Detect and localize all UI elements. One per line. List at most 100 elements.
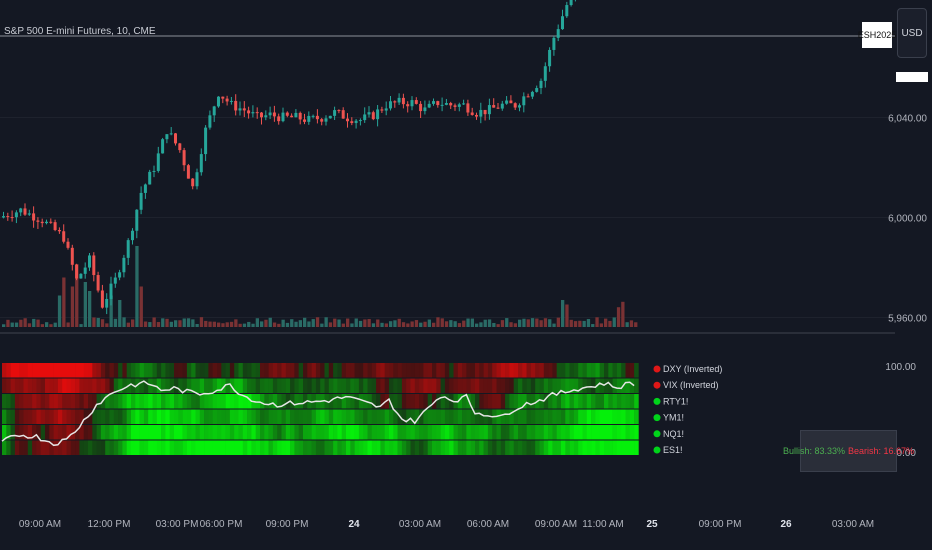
volume-bar <box>354 318 358 327</box>
heatmap-cell <box>212 378 218 393</box>
heatmap-cell <box>255 440 261 455</box>
heatmap-cell <box>410 409 416 424</box>
heatmap-cell <box>131 394 136 409</box>
heatmap-cell <box>66 378 72 393</box>
volume-bar <box>397 318 401 327</box>
heatmap-cell <box>595 363 600 378</box>
heatmap-cell <box>277 363 282 378</box>
currency-button[interactable]: USD <box>897 8 927 58</box>
heatmap-cell <box>118 440 123 455</box>
volume-bar <box>569 319 573 327</box>
heatmap-cell <box>277 425 282 440</box>
legend-label: DXY (Inverted) <box>663 364 722 374</box>
heatmap-cell <box>616 440 622 455</box>
heatmap-cell <box>629 378 635 393</box>
heatmap-cell <box>131 440 136 455</box>
heatmap-cell <box>307 409 312 424</box>
volume-bar <box>616 307 621 327</box>
heatmap-cell <box>268 425 274 440</box>
candle-body <box>40 221 44 224</box>
candle-body <box>457 104 461 107</box>
volume-bar <box>389 321 393 327</box>
heatmap-cell <box>182 378 188 393</box>
volume-bar <box>242 323 247 327</box>
heatmap-cell <box>234 425 239 440</box>
volume-bar <box>380 322 384 327</box>
heatmap-cell <box>268 394 274 409</box>
heatmap-cell <box>582 409 588 424</box>
heatmap-cell <box>96 378 102 393</box>
heatmap-cell <box>406 409 411 424</box>
heatmap-cell <box>487 440 493 455</box>
candle-body <box>152 170 156 172</box>
heatmap-cell <box>591 363 596 378</box>
heatmap-cell <box>57 394 63 409</box>
heatmap-cell <box>535 409 540 424</box>
heatmap-cell <box>479 378 484 393</box>
heatmap-cell <box>238 409 244 424</box>
volume-bar <box>126 322 130 327</box>
price-axis[interactable]: 6,040.00 6,000.00 5,960.00 <box>888 114 927 325</box>
heatmap-cell <box>229 378 235 393</box>
heatmap-cell <box>539 394 545 409</box>
heatmap-cell <box>462 440 467 455</box>
heatmap-cell <box>612 363 618 378</box>
heatmap-cell <box>135 394 140 409</box>
time-tick-label: 24 <box>348 519 360 530</box>
heatmap-cell <box>122 378 127 393</box>
heatmap-cell <box>281 363 287 378</box>
heatmap-cell <box>264 378 269 393</box>
heatmap-cell <box>174 394 179 409</box>
heatmap-cell <box>126 394 132 409</box>
heatmap-cell <box>212 440 218 455</box>
heatmap-cell <box>152 440 158 455</box>
heatmap-cell <box>346 409 351 424</box>
volume-bar <box>513 323 517 327</box>
time-axis[interactable]: 09:00 AM 12:00 PM 03:00 PM 06:00 PM 09:00 PM… <box>19 519 874 530</box>
heatmap-cell <box>53 425 59 440</box>
candle-body <box>440 104 444 106</box>
volume-bar <box>539 320 543 327</box>
heatmap-cell <box>475 378 480 393</box>
heatmap-cell <box>440 363 446 378</box>
volume-bar <box>599 323 603 327</box>
heatmap-cell <box>625 409 631 424</box>
heatmap-cell <box>457 409 463 424</box>
heatmap-cell <box>354 378 360 393</box>
heatmap-cell <box>19 409 24 424</box>
symbol-badge[interactable]: ESH2025 <box>858 22 896 48</box>
volume-bar <box>406 323 410 327</box>
candle-body <box>401 97 405 105</box>
heatmap-cell <box>174 378 179 393</box>
volume-bar <box>238 323 242 327</box>
heatmap-cell <box>40 363 46 378</box>
heatmap-cell <box>105 425 110 440</box>
heatmap-cell <box>174 409 179 424</box>
heatmap-cell <box>19 425 24 440</box>
heatmap-cell <box>204 394 209 409</box>
heatmap-cell <box>182 363 188 378</box>
heatmap-cell <box>165 409 170 424</box>
heatmap-cell <box>79 425 84 440</box>
heatmap-cell <box>354 425 360 440</box>
candle-body <box>178 143 182 151</box>
heatmap-cell <box>470 363 476 378</box>
heatmap-cell <box>419 363 424 378</box>
heatmap-cell <box>100 363 106 378</box>
heatmap-cell <box>591 378 596 393</box>
candle-body <box>70 247 74 265</box>
heatmap-cell <box>427 394 433 409</box>
heatmap-cell <box>100 425 106 440</box>
heatmap-cell <box>423 394 428 409</box>
heatmap-cell <box>118 378 123 393</box>
heatmap-cell <box>432 363 437 378</box>
heatmap-cell <box>45 363 50 378</box>
heatmap-cell <box>513 394 519 409</box>
volume-bar <box>298 320 302 327</box>
candle-body <box>23 208 27 215</box>
heatmap-cell <box>569 409 575 424</box>
indicator-axis[interactable]: 100.00 0.00 <box>885 362 916 459</box>
candle-body <box>208 115 212 128</box>
heatmap-cell <box>83 378 89 393</box>
